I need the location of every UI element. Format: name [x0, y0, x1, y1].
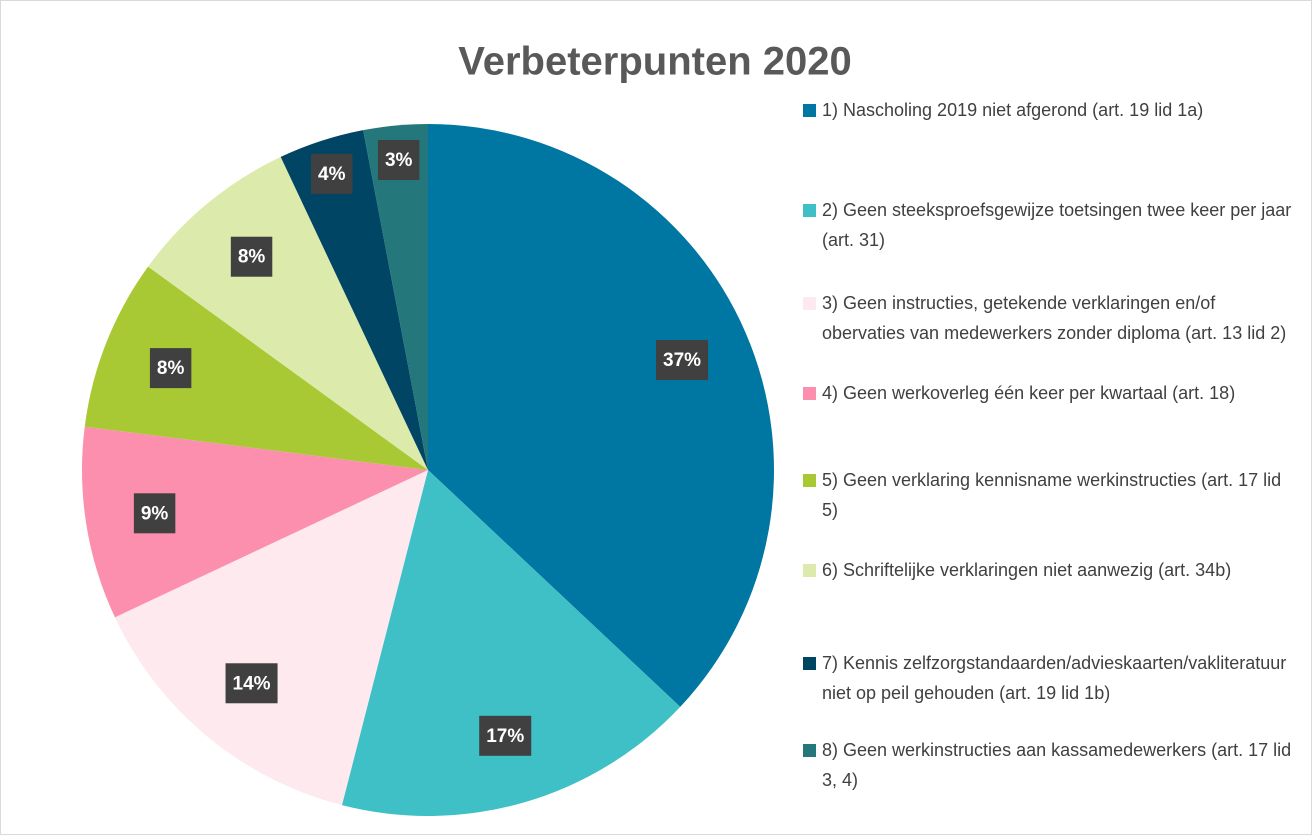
legend-swatch	[803, 657, 816, 670]
data-label: 14%	[225, 663, 278, 704]
data-label-text: 17%	[486, 726, 524, 747]
data-label-box	[479, 715, 532, 756]
pie-slice	[84, 266, 429, 470]
legend-swatch	[803, 204, 816, 217]
data-label-text: 8%	[238, 247, 266, 268]
data-label: 3%	[377, 139, 420, 180]
legend-swatch	[803, 564, 816, 577]
legend-item: 5) Geen verklaring kennisname werkinstru…	[803, 465, 1293, 525]
chart-title: Verbeterpunten 2020	[458, 40, 852, 84]
data-label-text: 3%	[385, 150, 413, 171]
legend-label: 4) Geen werkoverleg één keer per kwartaa…	[822, 383, 1236, 403]
data-label-box	[133, 493, 176, 534]
data-label-box	[377, 139, 420, 180]
data-label-box	[656, 340, 709, 381]
data-label: 9%	[133, 493, 176, 534]
pie-slice	[428, 124, 774, 707]
data-label-text: 9%	[141, 503, 169, 524]
legend-swatch	[803, 474, 816, 487]
legend-label: 2) Geen steeksproefsgewijze toetsingen t…	[822, 200, 1292, 250]
pie-slice	[148, 156, 428, 470]
data-label-box	[230, 236, 273, 277]
legend-swatch	[803, 104, 816, 117]
legend-label: 8) Geen werkinstructies aan kassamedewer…	[822, 740, 1292, 790]
pie-slice	[341, 470, 681, 816]
legend-swatch	[803, 387, 816, 400]
legend-item: 8) Geen werkinstructies aan kassamedewer…	[803, 735, 1293, 795]
data-label-text: 14%	[233, 673, 271, 694]
data-label-box	[149, 348, 192, 389]
legend-label: 1) Nascholing 2019 niet afgerond (art. 1…	[822, 100, 1204, 120]
data-label-text: 37%	[663, 350, 701, 371]
legend-item: 7) Kennis zelfzorgstandaarden/advieskaar…	[803, 648, 1293, 708]
data-label-text: 8%	[157, 358, 185, 379]
data-label: 17%	[479, 715, 532, 756]
legend-swatch	[803, 744, 816, 757]
legend-item: 3) Geen instructies, getekende verklarin…	[803, 288, 1293, 348]
legend-label: 6) Schriftelijke verklaringen niet aanwe…	[822, 560, 1232, 580]
pie-slice	[363, 124, 428, 470]
legend-label: 5) Geen verklaring kennisname werkinstru…	[822, 470, 1282, 520]
legend-item: 2) Geen steeksproefsgewijze toetsingen t…	[803, 195, 1293, 255]
legend-swatch	[803, 297, 816, 310]
data-label: 37%	[656, 340, 709, 381]
data-label: 4%	[311, 153, 353, 194]
data-label-box	[225, 663, 278, 704]
legend-item: 6) Schriftelijke verklaringen niet aanwe…	[803, 555, 1293, 585]
pie-slice	[81, 426, 428, 618]
data-label-box	[311, 153, 353, 194]
pie-slice	[280, 130, 428, 471]
data-label: 8%	[149, 348, 192, 389]
legend-item: 1) Nascholing 2019 niet afgerond (art. 1…	[803, 95, 1293, 125]
legend-label: 3) Geen instructies, getekende verklarin…	[822, 293, 1287, 343]
pie-slice	[114, 470, 428, 806]
data-label-text: 4%	[318, 164, 346, 185]
legend-item: 4) Geen werkoverleg één keer per kwartaa…	[803, 378, 1293, 408]
legend-label: 7) Kennis zelfzorgstandaarden/advieskaar…	[822, 653, 1287, 703]
data-label: 8%	[230, 236, 273, 277]
